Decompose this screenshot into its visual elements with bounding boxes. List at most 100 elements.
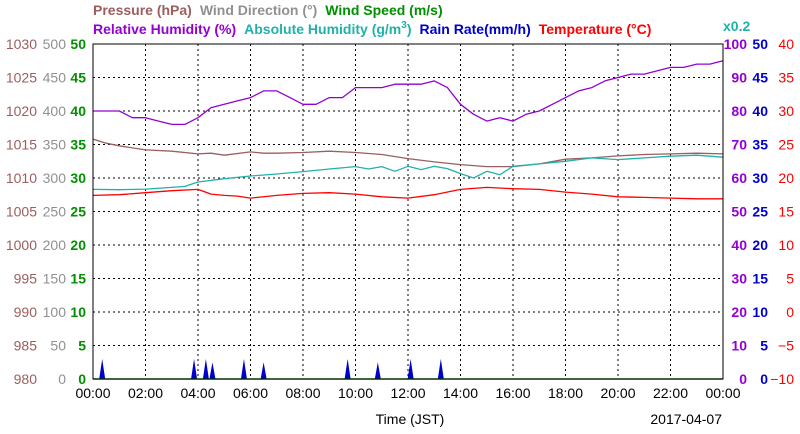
- tick-label-rain: 15: [752, 271, 768, 287]
- tick-label-wind-speed: 30: [70, 170, 86, 186]
- x-tick-label: 00:00: [705, 385, 740, 401]
- tick-label-rain: 35: [752, 137, 768, 153]
- rain-spike: [260, 362, 267, 379]
- legend-ah-multiplier: x0.2: [723, 18, 750, 34]
- tick-label-rain: 45: [752, 70, 768, 86]
- tick-label-wind-dir: 200: [43, 237, 67, 253]
- tick-label-wind-speed: 25: [70, 204, 86, 220]
- tick-label-rh: 90: [731, 70, 747, 86]
- tick-label-wind-dir: 450: [43, 70, 67, 86]
- tick-label-temp: 15: [778, 204, 794, 220]
- tick-label-wind-speed: 20: [70, 237, 86, 253]
- legend-wind-dir: Wind Direction (°): [200, 2, 317, 18]
- tick-label-rh: 40: [731, 237, 747, 253]
- tick-label-wind-dir: 100: [43, 304, 67, 320]
- rain-spike: [99, 358, 106, 379]
- plot-frame: [92, 43, 724, 380]
- tick-label-rh: 80: [731, 103, 747, 119]
- x-tick-label: 16:00: [495, 385, 530, 401]
- tick-label-wind-speed: 10: [70, 304, 86, 320]
- rain-rate-series: [99, 358, 444, 379]
- x-axis-label: Time (JST): [376, 411, 445, 427]
- date-label: 2017-04-07: [650, 411, 722, 427]
- tick-label-pressure: 990: [14, 304, 38, 320]
- tick-label-wind-speed: 0: [78, 371, 86, 387]
- tick-label-rain: 50: [752, 36, 768, 52]
- rain-spike: [437, 358, 444, 379]
- x-tick-label: 08:00: [285, 385, 320, 401]
- x-tick-label: 04:00: [180, 385, 215, 401]
- tick-label-wind-dir: 250: [43, 204, 67, 220]
- legend-wind-speed: Wind Speed (m/s): [325, 2, 442, 18]
- tick-label-wind-dir: 50: [50, 338, 66, 354]
- tick-label-pressure: 1010: [6, 170, 37, 186]
- tick-label-rh: 50: [731, 204, 747, 220]
- legend-rh: Relative Humidity (%): [93, 21, 236, 37]
- tick-label-temp: 40: [778, 36, 794, 52]
- tick-label-temp: −10: [770, 371, 794, 387]
- tick-label-wind-speed: 50: [70, 36, 86, 52]
- legend-rain: Rain Rate(mm/h): [420, 21, 531, 37]
- tick-label-rain: 30: [752, 170, 768, 186]
- legend-pressure: Pressure (hPa): [93, 2, 192, 18]
- tick-label-temp: 20: [778, 170, 794, 186]
- tick-label-rh: 30: [731, 271, 747, 287]
- tick-label-wind-speed: 15: [70, 271, 86, 287]
- tick-label-wind-speed: 40: [70, 103, 86, 119]
- tick-label-wind-dir: 150: [43, 271, 67, 287]
- tick-label-pressure: 1020: [6, 103, 37, 119]
- x-tick-label: 22:00: [653, 385, 688, 401]
- x-tick-label: 00:00: [75, 385, 110, 401]
- series-pressure-line: [92, 138, 724, 168]
- rain-spike: [202, 358, 209, 379]
- tick-label-temp: 10: [778, 237, 794, 253]
- tick-label-temp: 25: [778, 137, 794, 153]
- tick-label-pressure: 1025: [6, 70, 37, 86]
- x-tick-label: 02:00: [128, 385, 163, 401]
- series-rh-line: [92, 154, 724, 191]
- grid-lines: [93, 44, 723, 379]
- tick-label-rain: 0: [760, 371, 768, 387]
- tick-label-wind-dir: 300: [43, 170, 67, 186]
- tick-label-wind-dir: 400: [43, 103, 67, 119]
- series-temp-line: [92, 186, 723, 200]
- x-tick-label: 12:00: [390, 385, 425, 401]
- rain-spike: [374, 362, 381, 379]
- tick-label-pressure: 1000: [6, 237, 37, 253]
- tick-label-rh: 60: [731, 170, 747, 186]
- x-tick-label: 20:00: [600, 385, 635, 401]
- legend-ah: Absolute Humidity (g/m3): [244, 20, 411, 37]
- rain-spike: [209, 362, 216, 379]
- tick-label-pressure: 1030: [6, 36, 37, 52]
- tick-label-pressure: 980: [14, 371, 38, 387]
- tick-label-temp: 35: [778, 70, 794, 86]
- tick-labels: 9809859909951000100510101015102010251030…: [6, 36, 794, 401]
- tick-label-temp: 0: [786, 304, 794, 320]
- tick-label-rain: 40: [752, 103, 768, 119]
- tick-label-temp: 30: [778, 103, 794, 119]
- tick-label-wind-dir: 0: [58, 371, 66, 387]
- rain-spike: [407, 358, 414, 379]
- rain-spike: [240, 358, 247, 379]
- tick-label-wind-dir: 350: [43, 137, 67, 153]
- tick-label-pressure: 1015: [6, 137, 37, 153]
- legend-temp: Temperature (°C): [539, 21, 652, 37]
- series-rh-line: [93, 60, 724, 126]
- tick-label-wind-speed: 35: [70, 137, 86, 153]
- tick-label-temp: 5: [786, 271, 794, 287]
- tick-label-rh: 0: [739, 371, 747, 387]
- x-tick-label: 18:00: [548, 385, 583, 401]
- tick-label-temp: −5: [778, 338, 794, 354]
- x-tick-label: 10:00: [338, 385, 373, 401]
- tick-label-pressure: 1005: [6, 204, 37, 220]
- tick-label-pressure: 985: [14, 338, 38, 354]
- x-tick-label: 14:00: [443, 385, 478, 401]
- tick-label-rh: 10: [731, 338, 747, 354]
- rain-spike: [344, 358, 351, 379]
- tick-label-rh: 20: [731, 304, 747, 320]
- x-tick-label: 06:00: [233, 385, 268, 401]
- tick-label-rain: 20: [752, 237, 768, 253]
- rain-spike: [191, 358, 198, 379]
